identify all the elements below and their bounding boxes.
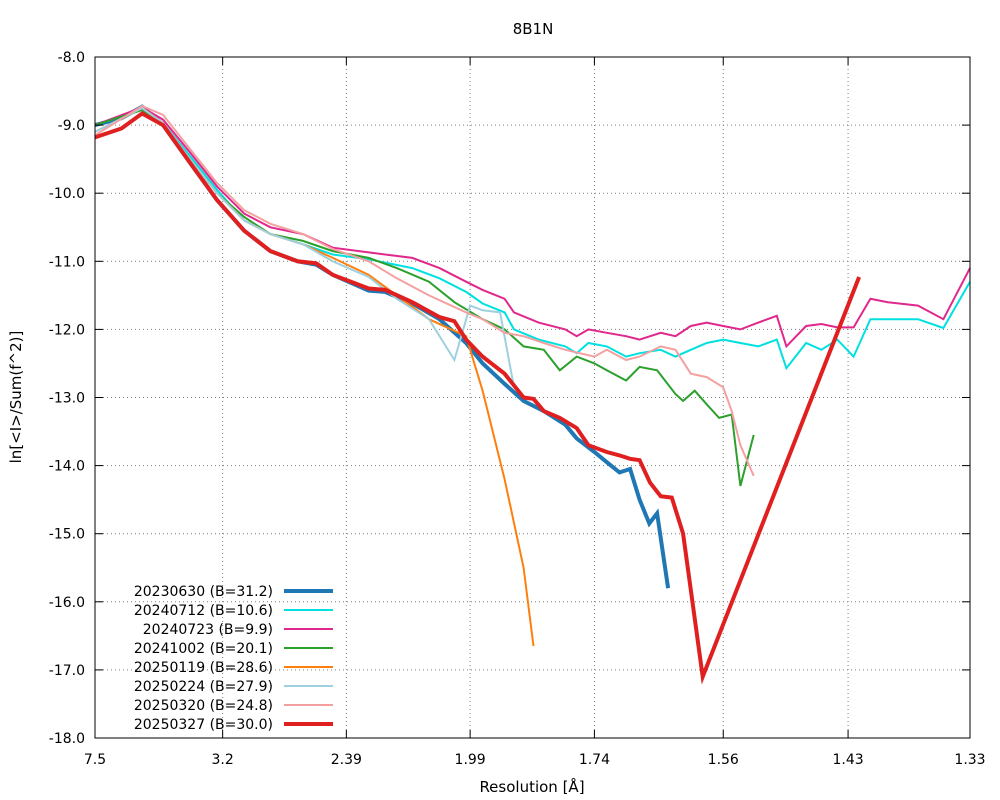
x-tick-label: 3.2	[212, 752, 234, 768]
y-tick-label: -11.0	[49, 254, 85, 270]
legend-label: 20250224 (B=27.9)	[134, 679, 273, 695]
x-tick-label: 1.74	[579, 752, 610, 768]
series-layer	[94, 104, 971, 685]
legend-label: 20240723 (B=9.9)	[143, 622, 273, 638]
series-line-20250327	[94, 111, 861, 685]
x-tick-label: 1.56	[708, 752, 739, 768]
legend-label: 20250320 (B=24.8)	[134, 698, 273, 714]
legend-label: 20240712 (B=10.6)	[134, 603, 273, 619]
legend-label: 20230630 (B=31.2)	[134, 584, 273, 600]
series-line-20240723	[94, 106, 971, 349]
x-tick-label: 7.5	[84, 752, 106, 768]
series-line-20250320	[94, 104, 755, 477]
legend: 20230630 (B=31.2) 20240712 (B=10.6) 202407…	[134, 584, 333, 733]
legend-label: 20250119 (B=28.6)	[134, 660, 273, 676]
y-tick-label: -15.0	[49, 527, 85, 543]
series-line-20250224	[94, 106, 515, 388]
y-tick-label: -14.0	[49, 459, 85, 475]
chart-title: 8B1N	[513, 20, 554, 38]
y-tick-label: -9.0	[58, 118, 85, 134]
tick-layer: 7.5 3.2 2.39 1.99 1.74 1.56 1.43 1.33 -8.0 -9.0 -1…	[49, 50, 986, 768]
legend-label: 20241002 (B=20.1)	[134, 641, 273, 657]
x-axis-title: Resolution [Å]	[479, 777, 584, 796]
y-axis-title: ln[<I>/Sum(f^2)]	[7, 331, 25, 464]
series-line-20241002	[94, 108, 755, 487]
y-tick-label: -8.0	[58, 50, 85, 66]
legend-label: 20250327 (B=30.0)	[134, 717, 273, 733]
series-line-20250119	[94, 106, 535, 647]
x-tick-label: 1.99	[455, 752, 486, 768]
x-tick-label: 1.43	[832, 752, 863, 768]
y-tick-label: -16.0	[49, 595, 85, 611]
y-tick-label: -13.0	[49, 391, 85, 407]
y-tick-label: -10.0	[49, 186, 85, 202]
y-tick-label: -18.0	[49, 731, 85, 747]
x-tick-label: 1.33	[954, 752, 985, 768]
y-tick-label: -17.0	[49, 663, 85, 679]
y-tick-label: -12.0	[49, 322, 85, 338]
x-tick-label: 2.39	[331, 752, 362, 768]
